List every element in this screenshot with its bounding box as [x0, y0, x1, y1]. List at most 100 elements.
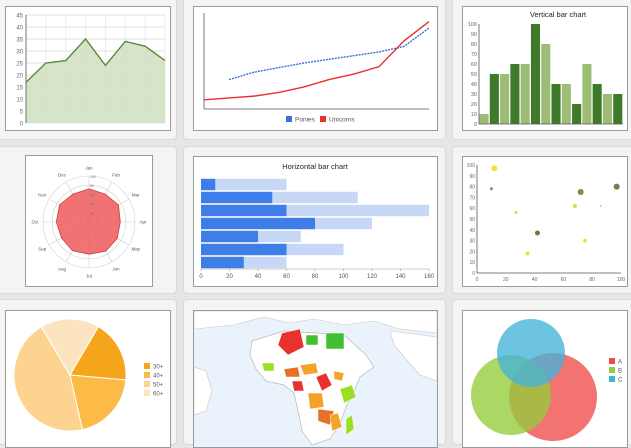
- bar: [201, 217, 315, 230]
- x-tick-label: 80: [589, 277, 595, 283]
- bar: [489, 74, 499, 124]
- scatter-point: [514, 211, 518, 215]
- chart-title: Horizontal bar chart: [282, 162, 348, 171]
- y-tick-label: 10: [469, 260, 475, 266]
- tile-horizontal-bar-chart[interactable]: Horizontal bar chart 0 20 40 60 80 100 120 140 16…: [183, 146, 446, 294]
- venn-set-c: [497, 319, 565, 387]
- category-label: Feb: [112, 173, 120, 178]
- y-tick-label: 40: [16, 26, 23, 32]
- legend-label: 60+: [153, 392, 164, 398]
- country: [299, 362, 319, 376]
- ring-label: 20: [90, 212, 94, 216]
- y-tick-label: 100: [468, 22, 477, 28]
- legend-swatch-ponies: [286, 116, 292, 122]
- tile-line-chart[interactable]: Ponies Unicorns: [183, 0, 446, 140]
- y-tick-label: 0: [472, 271, 475, 277]
- country: [307, 392, 325, 410]
- category-label: May: [132, 247, 141, 252]
- tile-scatter-chart[interactable]: 0 10 20 30 40 50 60 70 80 90 100 0 20 40 60 80 100: [452, 146, 631, 294]
- bar: [201, 243, 287, 256]
- y-tick-label: 80: [471, 42, 477, 48]
- line-chart: Ponies Unicorns: [203, 13, 430, 124]
- y-tick-label: 10: [16, 98, 23, 104]
- ring-label: 60: [90, 193, 94, 197]
- scatter-point: [583, 238, 587, 243]
- y-tick-label: 100: [467, 163, 476, 169]
- bar: [201, 204, 287, 217]
- y-tick-label: 20: [471, 102, 477, 108]
- y-tick-label: 30: [471, 92, 477, 98]
- bar: [201, 204, 429, 217]
- legend-swatch-unicorns: [320, 116, 326, 122]
- pie-slice: [69, 374, 127, 431]
- y-tick-label: 90: [469, 174, 475, 180]
- x-tick-label: 100: [617, 277, 626, 283]
- bar: [201, 178, 287, 191]
- pie-slice: [40, 318, 99, 376]
- x-tick-label: 40: [532, 277, 538, 283]
- bar: [479, 114, 489, 124]
- area-fill: [26, 39, 165, 123]
- bar: [201, 256, 244, 269]
- x-tick-label: 100: [338, 274, 349, 280]
- land-middle-east: [389, 330, 437, 382]
- legend-label: 50+: [153, 383, 164, 389]
- scatter-point: [577, 189, 584, 195]
- bar: [201, 230, 258, 243]
- legend-swatch: [144, 372, 150, 378]
- y-tick-label: 25: [16, 62, 23, 68]
- scatter-point: [534, 230, 540, 236]
- bar: [201, 191, 358, 204]
- tile-geo-chart[interactable]: [183, 299, 446, 448]
- category-label: Jan: [85, 166, 93, 171]
- bar: [510, 64, 520, 124]
- y-tick-label: 30: [16, 50, 23, 56]
- x-tick-label: 40: [255, 274, 262, 280]
- scatter-point: [613, 183, 620, 190]
- x-tick-label: 0: [199, 274, 203, 280]
- scatter-point: [525, 251, 530, 256]
- tile-vertical-bar-chart[interactable]: Vertical bar chart 0 10 20 30 40 50 60 70 80 90 100: [452, 0, 631, 140]
- y-tick-label: 45: [16, 14, 23, 20]
- pie-slice: [69, 325, 127, 381]
- x-tick-label: 60: [283, 274, 290, 280]
- category-label: Jun: [112, 266, 120, 271]
- country: [317, 408, 335, 426]
- legend-swatch: [144, 390, 150, 396]
- bar: [551, 84, 561, 124]
- x-tick-label: 20: [503, 277, 509, 283]
- country: [329, 412, 343, 432]
- scatter-point: [491, 165, 498, 172]
- category-label: Dec: [58, 173, 67, 178]
- legend-label: A: [618, 360, 622, 366]
- bar: [592, 84, 602, 124]
- bar: [541, 44, 551, 124]
- chart-title: Vertical bar chart: [530, 10, 587, 19]
- y-tick-label: 0: [474, 122, 477, 128]
- tile-radar-chart[interactable]: 20 40 60 80 100 Jan Feb Mar Apr May Jun Jul Aug Sep Oc…: [0, 146, 177, 294]
- legend-swatch: [144, 363, 150, 369]
- area-line: [25, 37, 166, 83]
- scatter-point: [489, 187, 493, 191]
- bar: [561, 84, 571, 124]
- y-tick-label: 20: [469, 249, 475, 255]
- ring-label: 40: [90, 203, 94, 207]
- country: [305, 334, 319, 346]
- y-tick-label: 70: [469, 195, 475, 201]
- y-tick-label: 60: [471, 62, 477, 68]
- y-tick-label: 5: [20, 110, 24, 116]
- legend-label: C: [618, 378, 623, 384]
- bar: [520, 64, 530, 124]
- legend-label: Unicorns: [329, 117, 355, 124]
- y-tick-label: 50: [471, 72, 477, 78]
- ring-label: 80: [90, 184, 94, 188]
- geo-chart: [194, 311, 437, 447]
- scatter-point: [599, 205, 602, 208]
- tile-area-chart[interactable]: 0 5 10 15 20 25 30 35 40 45: [0, 0, 177, 140]
- y-tick-label: 20: [16, 74, 23, 80]
- venn-chart: ABC: [471, 319, 623, 441]
- tile-pie-chart[interactable]: 30+ 40+ 50+ 60+: [0, 299, 177, 448]
- bar: [201, 178, 216, 191]
- y-tick-label: 90: [471, 32, 477, 38]
